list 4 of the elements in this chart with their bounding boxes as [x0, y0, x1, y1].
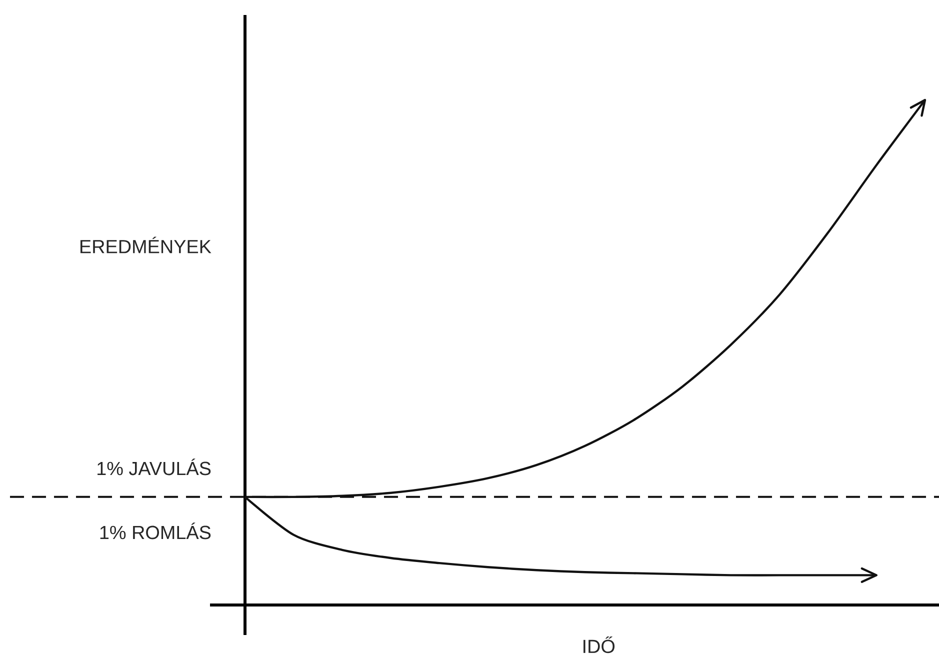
- x-axis-title: IDŐ: [584, 636, 615, 654]
- y-axis-title: EREDMÉNYEK: [80, 236, 212, 254]
- text: 1% ROMLÁS: [100, 522, 211, 540]
- text: 1% JAVULÁS: [98, 458, 211, 476]
